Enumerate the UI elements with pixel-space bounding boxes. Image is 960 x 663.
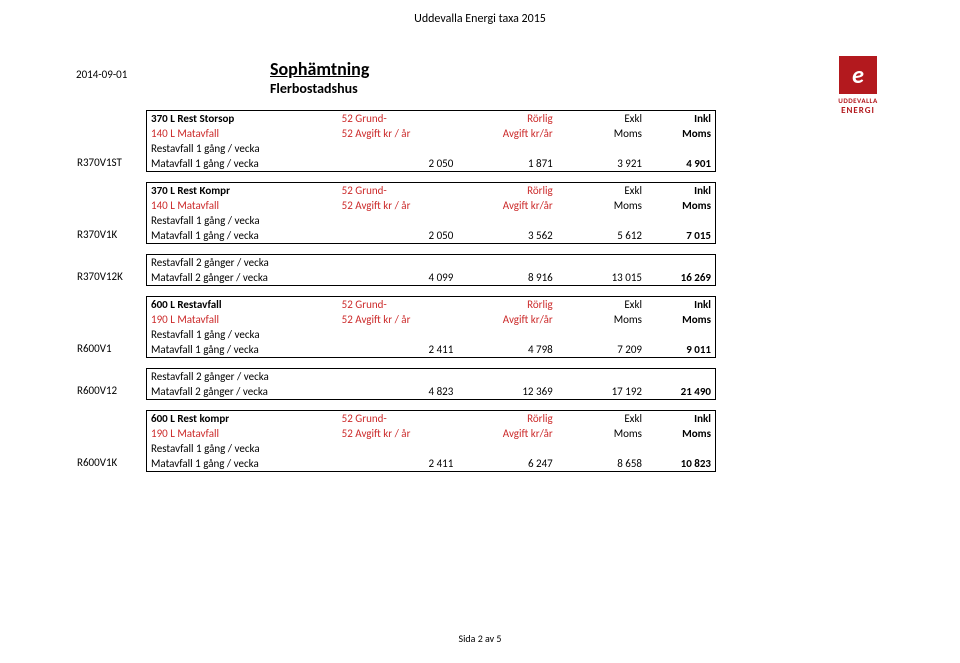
- row-name: 370 L Rest Kompr: [147, 183, 338, 198]
- table-block-5: Restavfall 2 gånger / vecka Matavfall 2 …: [146, 368, 716, 400]
- logo-text2: ENERGI: [828, 105, 888, 116]
- table-block-6: 600 L Rest kompr 52 Grund- Rörlig Exkl I…: [146, 410, 716, 472]
- row-name: 370 L Rest Storsop: [147, 111, 338, 126]
- date: 2014-09-01: [76, 68, 127, 81]
- col-moms: Moms: [557, 126, 646, 141]
- col-moms2: Moms: [646, 126, 715, 141]
- table-block-1: 370 L Rest Storsop 52 Grund- Rörlig Exkl…: [146, 110, 716, 172]
- v3: 3 921: [557, 156, 646, 171]
- v2: 1 871: [457, 156, 556, 171]
- title-main: Sophämtning: [270, 58, 369, 80]
- col-rorlig: Rörlig: [457, 111, 556, 126]
- col-avgkr: Avgift kr/år: [457, 126, 556, 141]
- row-mat: 140 L Matavfall: [147, 126, 338, 141]
- logo: e UDDEVALLA ENERGI: [828, 56, 888, 116]
- code-1: R370V1ST: [77, 156, 122, 169]
- v1: 2 050: [338, 156, 458, 171]
- table-block-3: Restavfall 2 gånger / vecka Matavfall 2 …: [146, 254, 716, 286]
- logo-text1: UDDEVALLA: [828, 96, 888, 105]
- code-5: R600V12: [77, 384, 117, 397]
- table-block-4: 600 L Restavfall 52 Grund- Rörlig Exkl I…: [146, 296, 716, 358]
- col-grund: 52 Grund-: [338, 111, 458, 126]
- col-avgift: 52 Avgift kr / år: [338, 126, 458, 141]
- code-3: R370V12K: [77, 270, 123, 283]
- tables-container: 370 L Rest Storsop 52 Grund- Rörlig Exkl…: [76, 110, 716, 482]
- title-sub: Flerbostadshus: [270, 80, 369, 97]
- v4: 4 901: [646, 156, 715, 171]
- code-6: R600V1K: [77, 456, 117, 469]
- page-header: Uddevalla Energi taxa 2015: [0, 12, 960, 26]
- page-footer: Sida 2 av 5: [0, 632, 960, 645]
- rest1: Restavfall 1 gång / vecka: [147, 141, 338, 156]
- table-block-2: 370 L Rest Kompr 52 Grund- Rörlig Exkl I…: [146, 182, 716, 244]
- code-2: R370V1K: [77, 228, 117, 241]
- code-4: R600V1: [77, 342, 112, 355]
- title-block: Sophämtning Flerbostadshus: [270, 58, 369, 97]
- logo-icon: e: [839, 56, 877, 94]
- col-exkl: Exkl: [557, 111, 646, 126]
- col-inkl: Inkl: [646, 111, 715, 126]
- mat1: Matavfall 1 gång / vecka: [147, 156, 338, 171]
